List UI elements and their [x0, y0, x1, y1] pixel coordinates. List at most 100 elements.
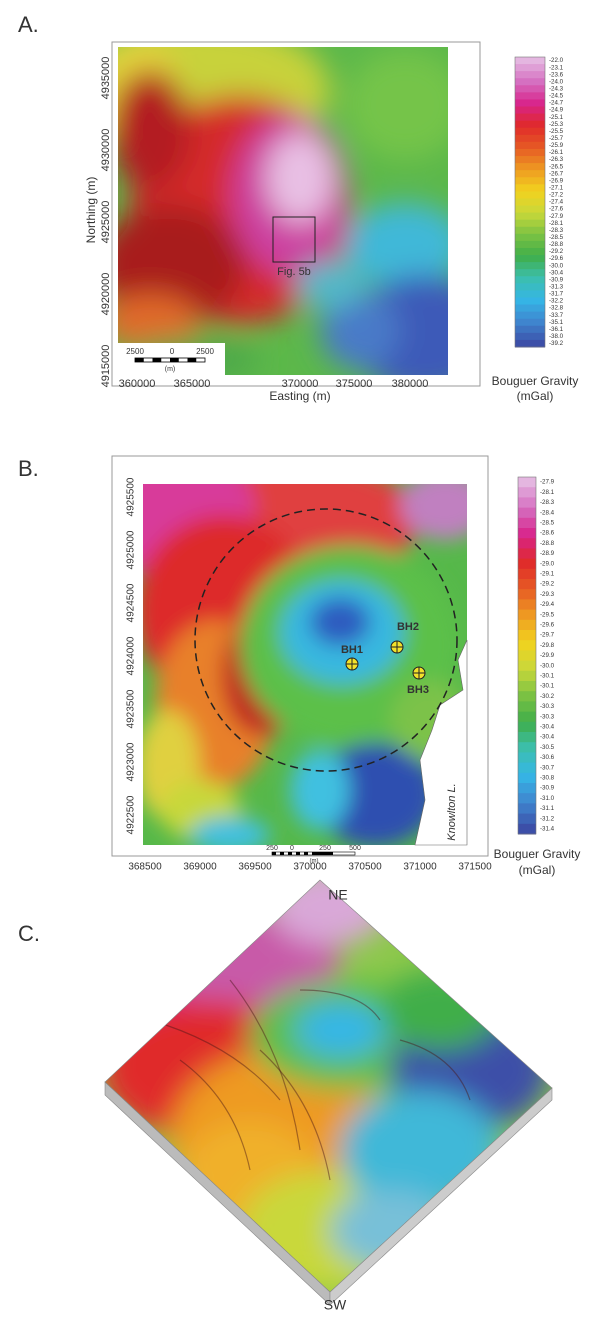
colorbar-label: -24.0 — [549, 78, 564, 85]
colorbar-swatch — [518, 701, 536, 713]
colorbar-swatch — [515, 269, 545, 277]
anomaly — [310, 598, 370, 646]
surface-relief — [105, 880, 550, 1290]
colorbar-swatch — [518, 681, 536, 692]
scale-bar-unit: (m) — [310, 859, 319, 865]
colorbar-swatch — [515, 99, 545, 108]
x-tick-label: 369500 — [238, 862, 272, 873]
colorbar-swatch — [518, 803, 536, 815]
colorbar-label: -28.9 — [540, 550, 555, 557]
anomaly — [340, 1090, 500, 1210]
colorbar-label: -27.9 — [540, 479, 555, 486]
x-tick-label: 360000 — [119, 378, 156, 390]
colorbar-swatch — [518, 619, 536, 631]
colorbar-label: -28.3 — [540, 499, 555, 506]
map-frame — [111, 41, 481, 387]
colorbar-label: -25.5 — [549, 128, 564, 135]
colorbar-label: -30.4 — [540, 734, 555, 741]
colorbar-label: -30.1 — [540, 683, 555, 690]
colorbar-swatch — [518, 609, 536, 621]
anomaly — [400, 484, 467, 540]
colorbar-swatch — [518, 670, 536, 682]
colorbar-label: -28.4 — [540, 509, 555, 516]
colorbar-swatch — [515, 325, 545, 334]
anomaly — [266, 133, 334, 223]
direction-label: SW — [324, 1297, 347, 1313]
colorbar-swatch — [515, 85, 545, 93]
colorbar-swatch — [515, 247, 545, 256]
study-box — [272, 216, 316, 263]
anomaly — [320, 290, 400, 370]
anomaly — [118, 294, 200, 350]
colorbar-swatch — [518, 691, 536, 702]
colorbar-swatch — [515, 184, 545, 192]
colorbar-swatch — [515, 297, 545, 306]
y-tick-label: 4925000 — [100, 201, 112, 244]
map-frame — [111, 455, 489, 857]
y-tick-label: 4930000 — [100, 129, 112, 172]
colorbar-swatch — [515, 141, 545, 150]
colorbar-label: -27.9 — [549, 213, 564, 220]
colorbar-swatch — [515, 212, 545, 221]
scale-bar-label: 0 — [290, 845, 294, 852]
colorbar-label: -25.3 — [549, 121, 564, 128]
colorbar-label: -30.2 — [540, 693, 555, 700]
y-tick-label: 4925500 — [126, 477, 137, 516]
x-tick-label: 380000 — [392, 378, 429, 390]
colorbar-label: -31.0 — [540, 795, 555, 802]
scale-bar-segment — [187, 358, 197, 362]
scale-bar-segment — [288, 852, 292, 855]
colorbar-swatch — [518, 742, 536, 753]
colorbar-label: -26.3 — [549, 156, 564, 163]
y-tick-label: 4923000 — [126, 742, 137, 781]
colorbar-swatch — [515, 191, 545, 199]
colorbar-swatch — [518, 517, 536, 529]
colorbar-swatch — [518, 650, 536, 662]
y-tick-label: 4920000 — [100, 273, 112, 316]
scale-bar-unit: (m) — [165, 366, 176, 373]
colorbar-swatch — [518, 528, 536, 539]
colorbar-swatch — [518, 487, 536, 498]
colorbar-title: (mGal) — [517, 389, 554, 403]
lake — [414, 639, 468, 846]
colorbar-label: -25.1 — [549, 114, 564, 121]
scale-bar-segment — [152, 358, 162, 362]
colorbar-swatch — [515, 127, 545, 136]
colorbar-label: -28.1 — [549, 220, 564, 227]
x-tick-label: 370500 — [348, 862, 382, 873]
colorbar-swatch — [515, 71, 545, 79]
panel-label: A. — [18, 12, 39, 37]
colorbar-swatch — [515, 64, 545, 72]
colorbar-swatch — [518, 813, 536, 825]
colorbar-label: -30.1 — [540, 673, 555, 680]
colorbar-label: -30.4 — [549, 269, 564, 276]
surface-outline — [104, 879, 553, 1293]
colorbar-label: -30.6 — [540, 754, 555, 761]
colorbar-label: -29.8 — [540, 642, 555, 649]
colorbar-swatch — [518, 762, 536, 774]
panel-label: C. — [18, 921, 40, 946]
colorbar-swatch — [515, 290, 545, 298]
gravity-map — [118, 47, 448, 375]
colorbar-label: -31.2 — [540, 815, 555, 822]
colorbar-label: -26.1 — [549, 149, 564, 156]
colorbar-swatch — [518, 579, 536, 590]
colorbar-swatch — [515, 120, 545, 129]
colorbar-swatch — [515, 156, 545, 164]
borehole-cross — [346, 658, 358, 670]
colorbar-swatch — [515, 233, 545, 242]
study-circle — [194, 508, 458, 772]
box-label: Fig. 5b — [277, 266, 311, 278]
colorbar-frame — [514, 56, 546, 348]
y-tick-label: 4935000 — [100, 57, 112, 100]
colorbar-label: -30.0 — [540, 662, 555, 669]
lake-label: Knowlton L. — [446, 783, 458, 840]
x-tick-label: 371500 — [458, 862, 492, 873]
colorbar-label: -29.3 — [540, 591, 555, 598]
colorbar-swatch — [518, 568, 536, 580]
x-axis-title: Easting (m) — [269, 389, 330, 403]
colorbar-label: -30.9 — [540, 785, 555, 792]
colorbar-label: -30.8 — [540, 775, 555, 782]
colorbar-label: -23.6 — [549, 71, 564, 78]
anomaly — [345, 50, 448, 160]
